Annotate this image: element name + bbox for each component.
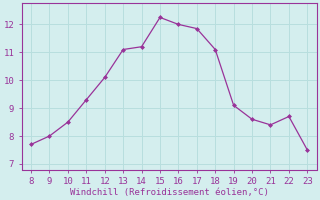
X-axis label: Windchill (Refroidissement éolien,°C): Windchill (Refroidissement éolien,°C) xyxy=(70,188,268,197)
